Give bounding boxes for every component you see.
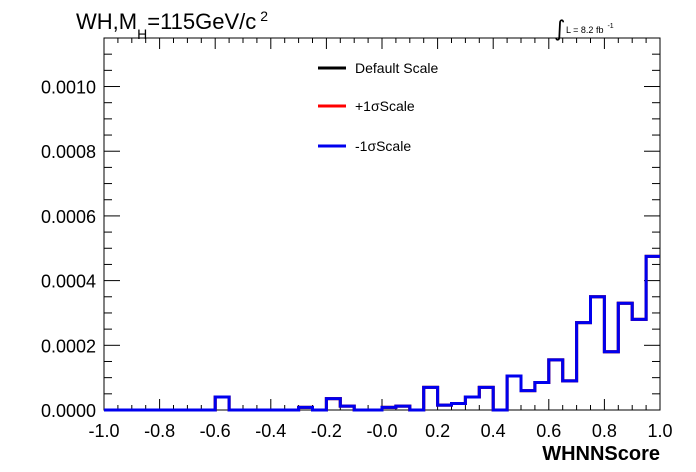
x-tick-label: 0.6 <box>536 421 561 441</box>
x-tick-label: -0.8 <box>144 421 175 441</box>
legend-label-minus1sigma: -1σScale <box>355 138 411 154</box>
legend: Default Scale +1σScale -1σScale <box>318 60 438 154</box>
title-mid: =115GeV/c <box>147 9 256 34</box>
title-prefix: WH,M <box>76 9 137 34</box>
title-superscript: 2 <box>260 8 268 24</box>
y-tick-label: 0.0004 <box>41 272 96 292</box>
x-tick-label: 0.2 <box>425 421 450 441</box>
x-tick-label: -0.6 <box>200 421 231 441</box>
legend-label-plus1sigma: +1σScale <box>355 98 415 114</box>
luminosity-superscript: -1 <box>607 23 613 30</box>
x-tick-label: -0.0 <box>366 421 397 441</box>
y-tick-label: 0.0002 <box>41 336 96 356</box>
integral-sign: ∫ <box>554 17 565 42</box>
x-tick-label: 0.4 <box>481 421 506 441</box>
x-tick-label: 1.0 <box>647 421 672 441</box>
luminosity-text: L = 8.2 fb -1 <box>566 23 614 35</box>
x-tick-label: 0.8 <box>592 421 617 441</box>
x-axis-title: WHNNScore <box>542 443 660 465</box>
y-tick-label: 0.0000 <box>41 401 96 421</box>
y-tick-label: 0.0010 <box>41 78 96 98</box>
chart-title: WH,MH=115GeV/c 2 <box>76 8 268 42</box>
x-tick-label: -0.4 <box>255 421 286 441</box>
x-tick-labels: -1.0 -0.8 -0.6 -0.4 -0.2 -0.0 0.2 0.4 0.6 0.8 1.0 <box>88 421 672 441</box>
series-layer <box>104 254 660 412</box>
luminosity-value: L = 8.2 fb <box>566 25 603 35</box>
x-tick-label: -1.0 <box>88 421 119 441</box>
y-tick-label: 0.0008 <box>41 142 96 162</box>
x-tick-label: -0.2 <box>311 421 342 441</box>
title-subscript: H <box>137 26 147 42</box>
y-tick-label: 0.0006 <box>41 207 96 227</box>
y-tick-labels: 0.0000 0.0002 0.0004 0.0006 0.0008 0.0010 <box>41 78 96 421</box>
luminosity-label: ∫ L = 8.2 fb -1 <box>554 17 614 42</box>
series-line-2 <box>104 254 660 412</box>
legend-label-default: Default Scale <box>355 60 438 76</box>
